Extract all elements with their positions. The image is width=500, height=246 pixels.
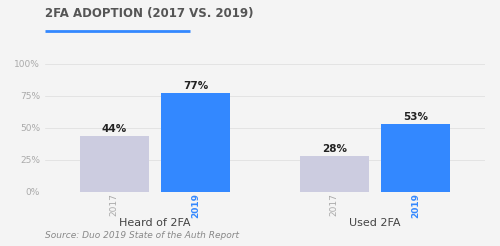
Text: 28%: 28% (322, 144, 346, 154)
Text: Heard of 2FA: Heard of 2FA (120, 218, 191, 228)
Bar (80, 136, 148, 192)
Text: 53%: 53% (404, 112, 428, 122)
Bar (300, 156, 368, 192)
Bar (382, 124, 450, 192)
Text: Used 2FA: Used 2FA (350, 218, 401, 228)
Text: 44%: 44% (102, 124, 127, 134)
Bar (162, 93, 230, 192)
Text: 2FA ADOPTION (2017 VS. 2019): 2FA ADOPTION (2017 VS. 2019) (45, 7, 254, 20)
Text: 77%: 77% (183, 81, 208, 92)
Text: Source: Duo 2019 State of the Auth Report: Source: Duo 2019 State of the Auth Repor… (45, 231, 239, 240)
